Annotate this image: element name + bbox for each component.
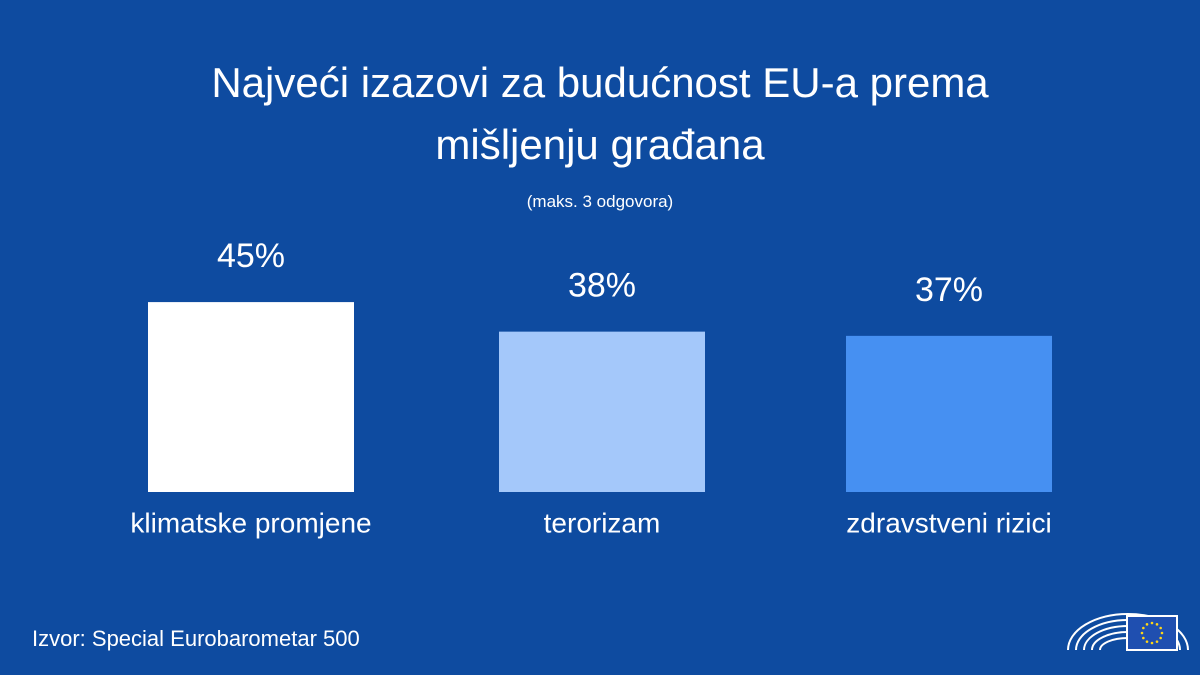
logo-star (1159, 636, 1162, 640)
bar (148, 302, 354, 492)
bar (499, 331, 705, 492)
logo-star (1155, 640, 1159, 643)
value-label: 45% (217, 237, 285, 275)
logo-star (1159, 626, 1162, 630)
logo-arc (1067, 613, 1189, 651)
value-label: 37% (915, 271, 983, 309)
bar (846, 335, 1052, 492)
category-label: terorizam (544, 507, 661, 538)
category-label: zdravstveni rizici (846, 507, 1051, 538)
logo-star (1145, 640, 1149, 643)
logo-star (1145, 623, 1149, 626)
logo (1067, 613, 1189, 651)
logo-flag (1126, 615, 1178, 651)
logo-star (1160, 631, 1164, 635)
logo-star (1150, 641, 1154, 645)
logo-star (1142, 626, 1145, 630)
chart-subtitle: (maks. 3 odgovora) (526, 192, 674, 211)
value-label: 38% (568, 267, 636, 305)
source: Izvor: Special Eurobarometar 500 (32, 626, 360, 651)
logo-star (1150, 621, 1154, 625)
logo-star (1155, 623, 1159, 626)
chart-title: Najveći izazovi za budućnost EU-a prema … (211, 59, 989, 168)
logo-star (1142, 636, 1145, 640)
category-label: klimatske promjene (130, 507, 371, 538)
logo-stars (1140, 621, 1164, 645)
logo-star (1140, 631, 1144, 635)
